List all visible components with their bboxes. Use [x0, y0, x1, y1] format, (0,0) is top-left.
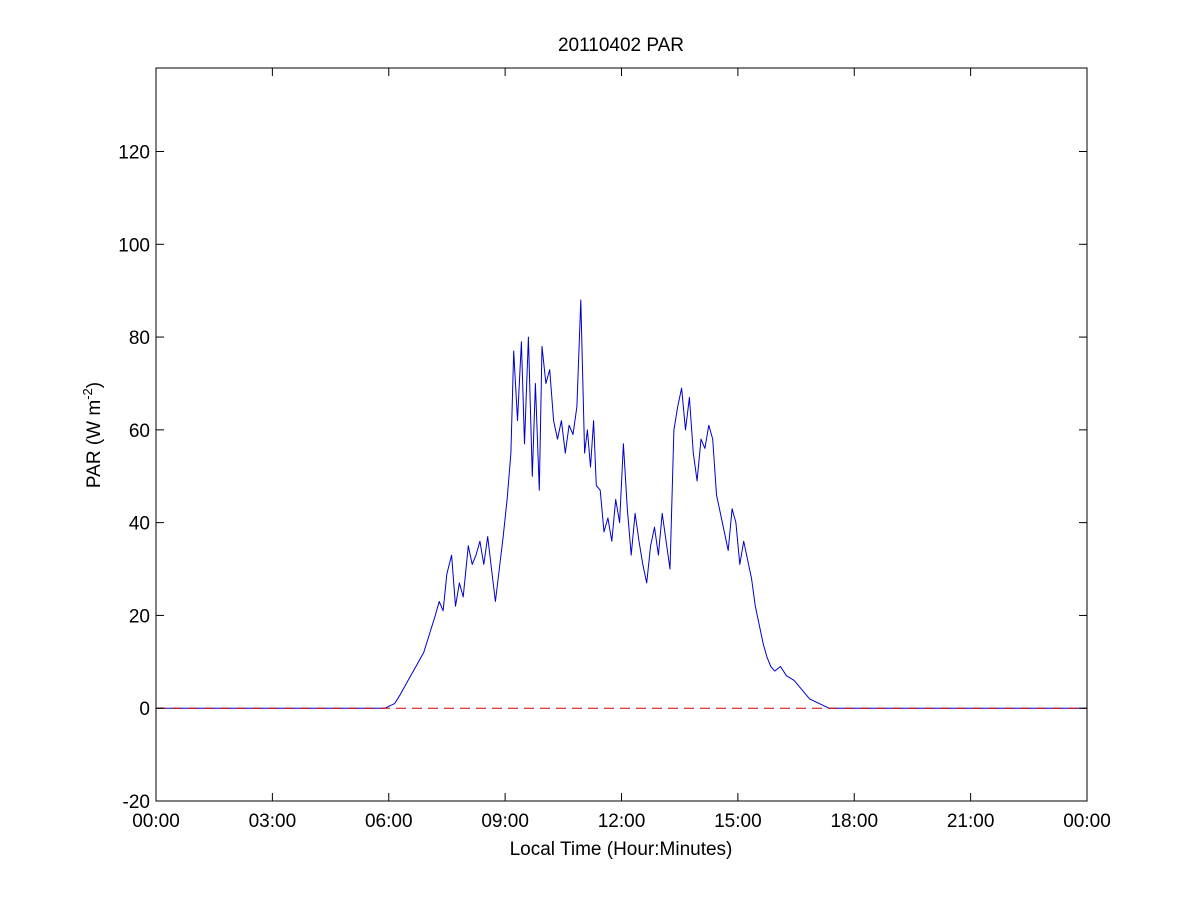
x-tick-label: 03:00	[249, 811, 297, 832]
y-tick-label: 0	[139, 699, 150, 720]
plot-area	[156, 68, 1087, 801]
y-tick-label: -20	[123, 792, 150, 813]
x-tick-label: 09:00	[481, 811, 529, 832]
y-axis-label-close: )	[84, 382, 105, 388]
y-tick-label: 20	[129, 606, 150, 627]
x-tick-label: 00:00	[132, 811, 180, 832]
series-line-0	[156, 299, 1087, 709]
y-tick-label: 100	[118, 235, 150, 256]
x-tick-label: 00:00	[1063, 811, 1111, 832]
tick-layer: 00:00 03:00 06:00 09:00 12:00 15:00 18:00 21:00…	[118, 68, 1111, 832]
x-tick-label: 12:00	[598, 811, 646, 832]
series-layer	[156, 299, 1087, 709]
x-tick-label: 06:00	[365, 811, 413, 832]
chart-title: 20110402 PAR	[558, 35, 684, 56]
y-axis-label-main: PAR (W m	[84, 400, 105, 488]
y-tick-label: 80	[129, 328, 150, 349]
x-tick-label: 15:00	[714, 811, 762, 832]
x-tick-label: 21:00	[947, 811, 995, 832]
y-tick-label: 120	[118, 143, 150, 164]
x-axis-label: Local Time (Hour:Minutes)	[510, 839, 733, 860]
x-tick-label: 18:00	[830, 811, 878, 832]
y-tick-label: 40	[129, 514, 150, 535]
y-axis-label: PAR (W m-2)	[80, 382, 105, 488]
plot-frame	[155, 67, 1088, 802]
y-axis-label-superscript: -2	[80, 388, 95, 400]
y-tick-label: 60	[129, 421, 150, 442]
